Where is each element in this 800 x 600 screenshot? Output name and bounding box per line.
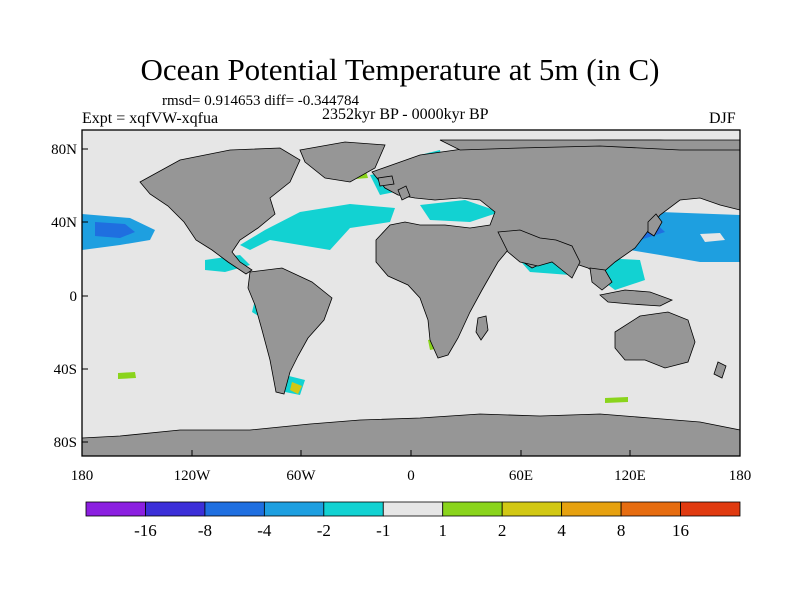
- colorbar-label: 2: [498, 521, 507, 540]
- x-axis-labels: 180 120W 60W 0 60E 120E 180: [71, 468, 752, 484]
- season-label: DJF: [709, 110, 736, 127]
- japan-land: [647, 213, 663, 237]
- warm-patch-south-pacific: [118, 372, 136, 379]
- y-axis-labels: 80N 40N 0 40S 80S: [51, 142, 77, 451]
- colorbar-swatch: [442, 501, 503, 517]
- colorbar-label: -4: [257, 521, 272, 540]
- new-zealand-land: [713, 361, 727, 379]
- colorbar-label: 1: [438, 521, 447, 540]
- y-tick-label: 80S: [54, 435, 77, 451]
- anomaly-patch-mediterranean: [420, 200, 500, 222]
- y-tick-label: 40N: [51, 215, 77, 231]
- x-tick-label: 180: [71, 468, 94, 484]
- south-america-land: [247, 267, 333, 395]
- greenland-land: [299, 141, 386, 183]
- anomaly-patch-north-pacific-west-core: [95, 222, 135, 238]
- colorbar-swatch: [85, 501, 146, 517]
- colorbar-label: -2: [317, 521, 331, 540]
- colorbar-swatch: [382, 501, 444, 517]
- maritime-islands-land: [599, 289, 674, 307]
- colorbar-label: -8: [198, 521, 212, 540]
- colorbar-swatch: [323, 501, 384, 517]
- colorbar-label: 4: [557, 521, 566, 540]
- colorbar-swatch: [501, 501, 563, 517]
- madagascar-land: [475, 315, 489, 341]
- arabia-india-land: [497, 229, 581, 279]
- x-tick-label: 120W: [174, 468, 212, 484]
- colorbar-swatch: [204, 501, 265, 517]
- x-tick-label: 180: [729, 468, 752, 484]
- colorbar-swatches: [85, 501, 741, 517]
- anomaly-patch-pacific-center: [700, 233, 725, 242]
- colorbar-swatch: [620, 501, 681, 517]
- y-tick-label: 40S: [54, 362, 77, 378]
- iceland-land: [377, 175, 395, 187]
- warm-patch-southern-ocean: [605, 397, 628, 403]
- colorbar-swatch: [561, 501, 622, 517]
- colorbar-label: 8: [617, 521, 626, 540]
- colorbar-swatch: [263, 501, 325, 517]
- x-tick-label: 60E: [509, 468, 533, 484]
- uk-land: [397, 185, 411, 201]
- southeast-asia-land: [589, 267, 613, 291]
- period-label: 2352kyr BP - 0000kyr BP: [322, 106, 489, 123]
- colorbar-label: 16: [672, 521, 689, 540]
- map-title: Ocean Potential Temperature at 5m (in C): [140, 52, 660, 87]
- colorbar-labels: -16 -8 -4 -2 -1 1 2 4 8 16: [134, 521, 689, 540]
- y-tick-label: 0: [70, 289, 78, 305]
- experiment-label: Expt = xqfVW-xqfua: [82, 110, 219, 127]
- colorbar-label: -16: [134, 521, 157, 540]
- anomaly-patch-north-atlantic: [240, 204, 395, 250]
- colorbar-swatch: [145, 501, 206, 517]
- axis-ticks: [82, 148, 631, 456]
- colorbar-label: -1: [376, 521, 390, 540]
- x-tick-label: 120E: [614, 468, 646, 484]
- stats-text: rmsd= 0.914653 diff= -0.344784: [162, 93, 360, 109]
- north-america-land: [139, 147, 301, 275]
- australia-land: [614, 311, 696, 369]
- warm-patch-patagonia: [290, 382, 302, 394]
- land-masses: [81, 139, 741, 457]
- colorbar: -16 -8 -4 -2 -1 1 2 4 8 16: [85, 501, 741, 540]
- x-tick-label: 0: [407, 468, 415, 484]
- colorbar-swatch: [680, 501, 741, 517]
- x-tick-label: 60W: [286, 468, 316, 484]
- y-tick-label: 80N: [51, 142, 77, 158]
